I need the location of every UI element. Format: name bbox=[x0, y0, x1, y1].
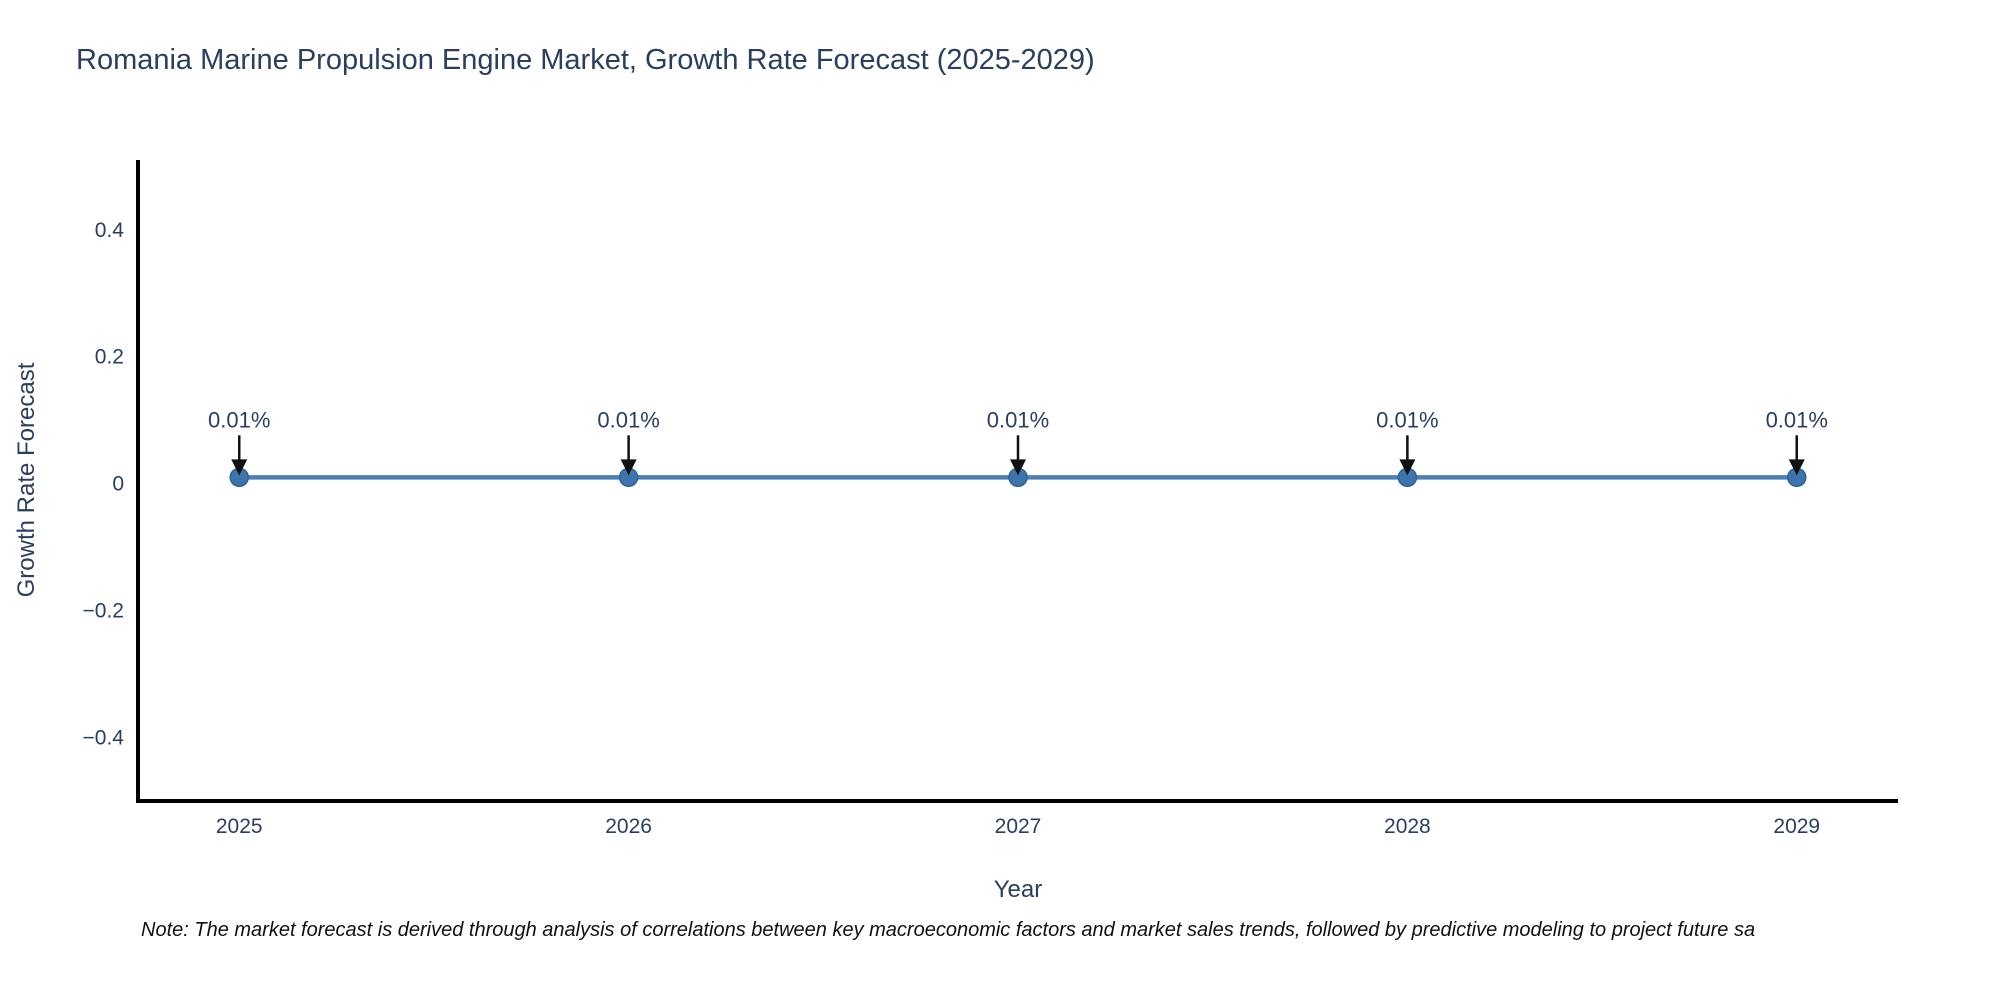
annotations-group: 0.01% 0.01% 0.01% 0.01% 0.01% bbox=[208, 407, 1828, 476]
note-text: Note: The market forecast is derived thr… bbox=[141, 919, 1756, 941]
x-tick-label: 2029 bbox=[1773, 815, 1820, 838]
y-ticks-group: 0.4 0.2 0 −0.2 −0.4 bbox=[83, 219, 125, 750]
y-tick-label: −0.4 bbox=[83, 727, 125, 750]
y-tick-label: 0 bbox=[112, 473, 124, 496]
x-tick-label: 2025 bbox=[216, 815, 263, 838]
annotation-arrowhead bbox=[1010, 459, 1026, 476]
annotation-label: 0.01% bbox=[597, 407, 659, 432]
x-ticks-group: 2025 2026 2027 2028 2029 bbox=[216, 815, 1820, 838]
annotation-label: 0.01% bbox=[208, 407, 270, 432]
annotation-arrowhead bbox=[620, 459, 637, 476]
axes-group bbox=[136, 160, 1898, 803]
annotation-label: 0.01% bbox=[987, 407, 1049, 432]
annotation-label: 0.01% bbox=[1766, 407, 1828, 432]
y-tick-label: 0.4 bbox=[95, 219, 125, 242]
annotation-arrowhead bbox=[1399, 459, 1416, 476]
annotation-arrowhead bbox=[1788, 459, 1805, 476]
y-tick-label: −0.2 bbox=[83, 600, 124, 623]
x-axis-title: Year bbox=[993, 876, 1043, 903]
y-tick-label: 0.2 bbox=[95, 346, 124, 369]
x-tick-label: 2026 bbox=[605, 815, 652, 838]
annotation-label: 0.01% bbox=[1376, 407, 1438, 432]
x-tick-label: 2027 bbox=[995, 815, 1042, 838]
annotation-arrowhead bbox=[231, 459, 248, 476]
chart-title: Romania Marine Propulsion Engine Market,… bbox=[76, 44, 1095, 76]
x-tick-label: 2028 bbox=[1384, 815, 1431, 838]
